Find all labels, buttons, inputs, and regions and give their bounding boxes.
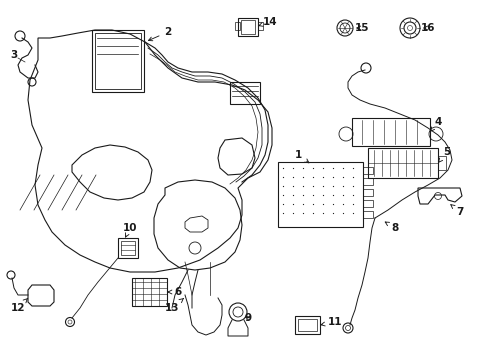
Text: 14: 14 xyxy=(259,17,277,27)
Text: 10: 10 xyxy=(122,223,137,237)
Text: 6: 6 xyxy=(168,287,181,297)
Bar xyxy=(367,148,437,178)
Bar xyxy=(229,82,260,104)
Bar xyxy=(238,18,258,36)
Bar xyxy=(132,278,167,306)
Bar xyxy=(362,211,372,218)
Bar xyxy=(235,22,240,30)
Text: 4: 4 xyxy=(429,117,441,132)
Bar xyxy=(362,167,372,174)
Text: 1: 1 xyxy=(294,150,308,163)
Bar xyxy=(95,33,141,89)
Text: 5: 5 xyxy=(438,147,450,162)
Text: 7: 7 xyxy=(450,204,463,217)
Text: 8: 8 xyxy=(385,222,398,233)
Text: 2: 2 xyxy=(148,27,171,41)
Bar xyxy=(118,238,138,258)
Bar xyxy=(241,20,254,34)
Text: 16: 16 xyxy=(420,23,434,33)
Bar xyxy=(362,200,372,207)
Bar xyxy=(351,118,429,146)
Text: 12: 12 xyxy=(11,298,28,313)
Text: 3: 3 xyxy=(10,50,18,60)
Bar xyxy=(121,241,135,255)
Text: 13: 13 xyxy=(164,298,183,313)
Bar xyxy=(278,162,362,227)
Text: 9: 9 xyxy=(244,313,251,323)
Bar xyxy=(297,319,316,331)
Bar xyxy=(437,156,445,170)
Bar xyxy=(294,316,319,334)
Text: 11: 11 xyxy=(320,317,342,327)
Bar xyxy=(362,178,372,185)
Bar xyxy=(258,22,263,30)
Bar xyxy=(362,189,372,196)
Bar xyxy=(92,30,143,92)
Text: 15: 15 xyxy=(354,23,368,33)
